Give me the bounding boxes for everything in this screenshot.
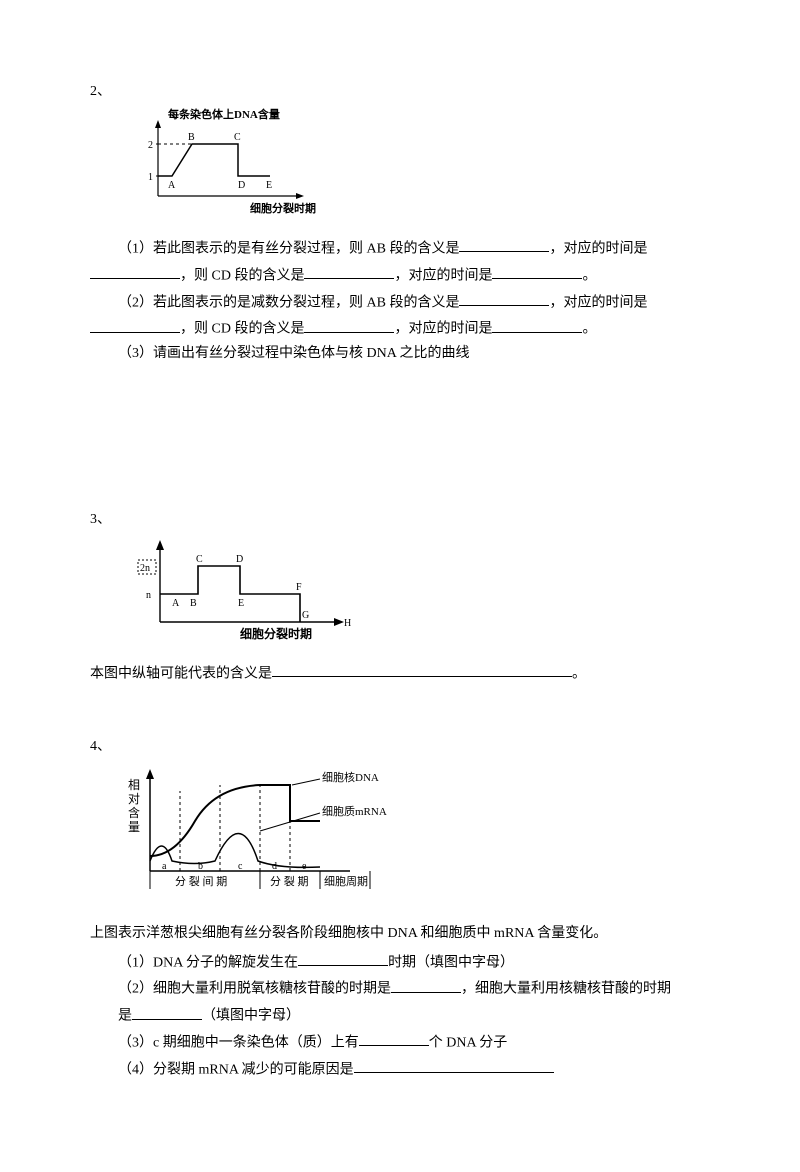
svg-text:a: a	[162, 861, 167, 872]
q2-sub2-text-e: 。	[582, 322, 596, 337]
blank	[298, 950, 388, 966]
svg-text:量: 量	[128, 820, 140, 834]
q4-chart: 相 对 含 量 细胞核DNA	[120, 761, 710, 911]
q2-sub1-text-e: 。	[582, 268, 596, 283]
q4-legend-mrna: 细胞质mRNA	[322, 805, 387, 818]
blank	[459, 290, 549, 306]
svg-text:F: F	[296, 582, 302, 593]
q3-right-label: H	[344, 618, 351, 629]
q4-sub2-d: （填图中字母）	[202, 1009, 300, 1024]
q2-drawing-space	[90, 368, 710, 458]
q3-xlabel: 细胞分裂时期	[240, 626, 312, 641]
q4-sub2-c: 是	[118, 1009, 132, 1024]
q2-sub1: （1）若此图表示的是有丝分裂过程，则 AB 段的含义是 ，对应的时间是	[90, 236, 710, 261]
question-4: 4、 相 对 含 量	[90, 735, 710, 1081]
blank	[304, 263, 394, 279]
q4-sub3-a: （3）c 期细胞中一条染色体（质）上有	[118, 1035, 359, 1050]
q4-ylabel-1: 相	[128, 778, 140, 792]
blank	[492, 316, 582, 332]
q2-sub1-text-d: ，对应的时间是	[394, 268, 492, 283]
q4-number: 4、	[90, 735, 710, 755]
q4-sub2-b: ，细胞大量利用核糖核苷酸的时期	[461, 982, 671, 997]
blank	[90, 316, 180, 332]
q2-sub2-text-a: （2）若此图表示的是减数分裂过程，则 AB 段的含义是	[118, 295, 459, 310]
q3-ytick-2n: 2n	[140, 563, 150, 574]
svg-text:对: 对	[128, 792, 140, 806]
blank	[459, 236, 549, 252]
q4-xsec-2: 分 裂 期	[270, 875, 309, 888]
q4-sub1: （1）DNA 分子的解旋发生在 时期（填图中字母）	[90, 950, 710, 975]
q2-xlabel: 细胞分裂时期	[250, 201, 316, 215]
q2-sub2-text-d: ，对应的时间是	[394, 322, 492, 337]
q3-number: 3、	[90, 508, 710, 528]
q2-sub2-text-b: ，对应的时间是	[549, 295, 647, 310]
q2-sub1-text-b: ，对应的时间是	[549, 241, 647, 256]
q4-caption: 上图表示洋葱根尖细胞有丝分裂各阶段细胞核中 DNA 和细胞质中 mRNA 含量变…	[90, 923, 710, 945]
q2-sub2: （2）若此图表示的是减数分裂过程，则 AB 段的含义是 ，对应的时间是	[90, 290, 710, 315]
q2-sub1-line2: ，则 CD 段的含义是 ，对应的时间是 。	[90, 263, 710, 288]
question-2: 2、 每条染色体上DNA含量 1 2 A B C	[90, 80, 710, 458]
svg-text:C: C	[234, 132, 241, 143]
q3-text-b: 。	[572, 666, 586, 681]
q4-sub2-line2: 是 （填图中字母）	[90, 1003, 710, 1028]
q4-sub3-b: 个 DNA 分子	[429, 1035, 508, 1050]
q4-sub2-a: （2）细胞大量利用脱氧核糖核苷酸的时期是	[118, 982, 391, 997]
q4-sub4: （4）分裂期 mRNA 减少的可能原因是	[90, 1057, 710, 1082]
q4-sub1-a: （1）DNA 分子的解旋发生在	[118, 955, 298, 970]
svg-text:E: E	[238, 598, 244, 609]
blank	[354, 1057, 554, 1073]
q2-sub2-line2: ，则 CD 段的含义是 ，对应的时间是 。	[90, 316, 710, 341]
q4-legend-dna: 细胞核DNA	[322, 770, 379, 784]
svg-text:b: b	[198, 861, 203, 872]
svg-text:B: B	[188, 132, 195, 143]
q2-ytick-2: 2	[148, 140, 153, 151]
svg-text:e: e	[302, 861, 307, 872]
q2-sub2-text-c: ，则 CD 段的含义是	[180, 322, 304, 337]
blank	[132, 1003, 202, 1019]
q2-sub1-text-c: ，则 CD 段的含义是	[180, 268, 304, 283]
q3-text: 本图中纵轴可能代表的含义是 。	[90, 661, 710, 686]
q4-sub1-b: 时期（填图中字母）	[388, 955, 514, 970]
q2-chart: 每条染色体上DNA含量 1 2 A B C D E 细胞	[130, 106, 710, 226]
question-3: 3、 2n n A B C D E F	[90, 508, 710, 686]
svg-text:d: d	[272, 861, 277, 872]
svg-text:B: B	[190, 598, 197, 609]
q4-sub3: （3）c 期细胞中一条染色体（质）上有 个 DNA 分子	[90, 1030, 710, 1055]
blank	[304, 316, 394, 332]
q2-number: 2、	[90, 80, 710, 100]
blank	[272, 661, 572, 677]
q4-sub2: （2）细胞大量利用脱氧核糖核苷酸的时期是 ，细胞大量利用核糖核苷酸的时期	[90, 976, 710, 1001]
q4-xsec-1: 分 裂 间 期	[175, 875, 227, 888]
q2-sub3: （3）请画出有丝分裂过程中染色体与核 DNA 之比的曲线	[90, 343, 710, 365]
svg-text:G: G	[302, 610, 309, 621]
svg-text:c: c	[238, 861, 243, 872]
svg-text:E: E	[266, 180, 272, 191]
svg-text:D: D	[236, 554, 243, 565]
blank	[391, 976, 461, 992]
q2-ytick-1: 1	[148, 172, 153, 183]
q4-xsec-3: 细胞周期	[324, 875, 368, 888]
q4-sub4-a: （4）分裂期 mRNA 减少的可能原因是	[118, 1062, 354, 1077]
blank	[90, 263, 180, 279]
blank	[492, 263, 582, 279]
svg-text:D: D	[238, 180, 245, 191]
q3-text-a: 本图中纵轴可能代表的含义是	[90, 666, 272, 681]
q2-chart-title: 每条染色体上DNA含量	[168, 107, 280, 121]
svg-text:含: 含	[128, 805, 140, 820]
svg-text:A: A	[168, 180, 176, 191]
q3-chart: 2n n A B C D E F G H 细胞分裂时期	[130, 534, 710, 649]
svg-text:C: C	[196, 554, 203, 565]
blank	[359, 1030, 429, 1046]
svg-text:A: A	[172, 598, 180, 609]
q3-ytick-n: n	[146, 590, 151, 601]
q2-sub1-text-a: （1）若此图表示的是有丝分裂过程，则 AB 段的含义是	[118, 241, 459, 256]
